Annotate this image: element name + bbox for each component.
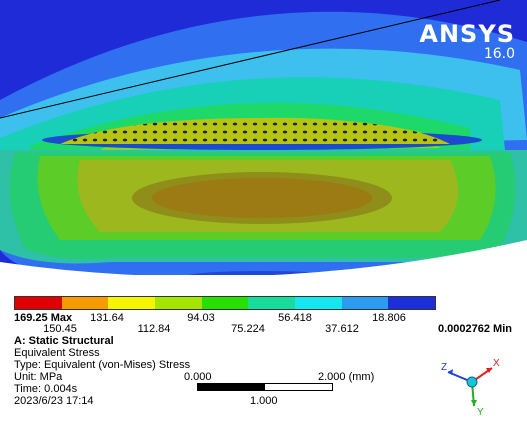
legend-top-value: 131.64	[90, 312, 124, 324]
legend-min-label: 0.0002762 Min	[438, 323, 512, 335]
x-axis-label: X	[493, 358, 500, 369]
color-legend	[14, 296, 436, 310]
y-axis-arrow	[471, 400, 477, 406]
legend-max-label: 169.25 Max	[14, 312, 73, 324]
legend-bottom-value: 150.45	[43, 323, 77, 335]
scale-left-label: 0.000	[184, 371, 212, 383]
scale-mid-label: 1.000	[250, 395, 278, 407]
legend-top-value: 56.418	[278, 312, 312, 324]
logo-brand: ANSYS	[419, 20, 515, 48]
legend-color-band	[15, 297, 62, 309]
logo-version: 16.0	[483, 46, 515, 62]
legend-top-value: 94.03	[187, 312, 215, 324]
ansys-logo: ANSYS 16.0	[419, 22, 515, 62]
x-axis-arrow	[486, 368, 492, 373]
result-time: Time: 0.004s	[14, 383, 78, 395]
legend-color-band	[248, 297, 296, 309]
scale-right-label: 2.000 (mm)	[318, 371, 375, 383]
legend-bottom-value: 37.612	[325, 323, 359, 335]
legend-top-value: 18.806	[372, 312, 406, 324]
legend-color-band	[295, 297, 342, 309]
scale-bar	[197, 383, 333, 391]
legend-color-band	[388, 297, 436, 309]
coordinate-triad[interactable]: X Y Z	[440, 344, 510, 419]
legend-bottom-value: 112.84	[137, 323, 171, 335]
legend-color-band	[341, 297, 389, 309]
z-axis-arrow	[448, 369, 453, 375]
scale-bar-white	[265, 384, 332, 390]
analysis-title: A: Static Structural	[14, 335, 114, 347]
legend-color-band	[108, 297, 156, 309]
legend-color-band	[201, 297, 249, 309]
triad-origin	[466, 376, 478, 388]
result-type: Type: Equivalent (von-Mises) Stress	[14, 359, 191, 371]
result-unit: Unit: MPa	[14, 371, 63, 383]
result-name: Equivalent Stress	[14, 347, 100, 359]
y-axis-label: Y	[477, 407, 484, 418]
legend-color-band	[61, 297, 109, 309]
legend-color-band	[155, 297, 202, 309]
z-axis-label: Z	[441, 362, 447, 373]
scale-bar-black	[198, 384, 265, 390]
legend-bottom-value: 75.224	[231, 323, 265, 335]
result-date: 2023/6/23 17:14	[14, 395, 94, 407]
